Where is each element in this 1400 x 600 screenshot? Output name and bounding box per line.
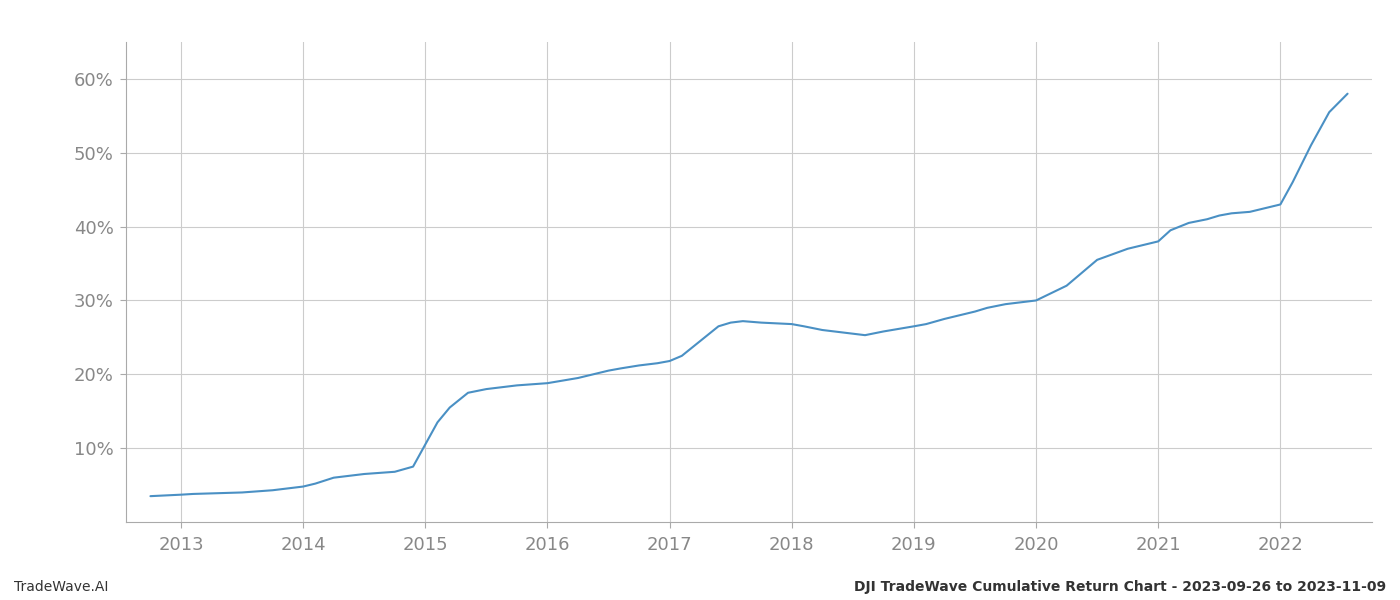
Text: DJI TradeWave Cumulative Return Chart - 2023-09-26 to 2023-11-09: DJI TradeWave Cumulative Return Chart - … bbox=[854, 580, 1386, 594]
Text: TradeWave.AI: TradeWave.AI bbox=[14, 580, 108, 594]
